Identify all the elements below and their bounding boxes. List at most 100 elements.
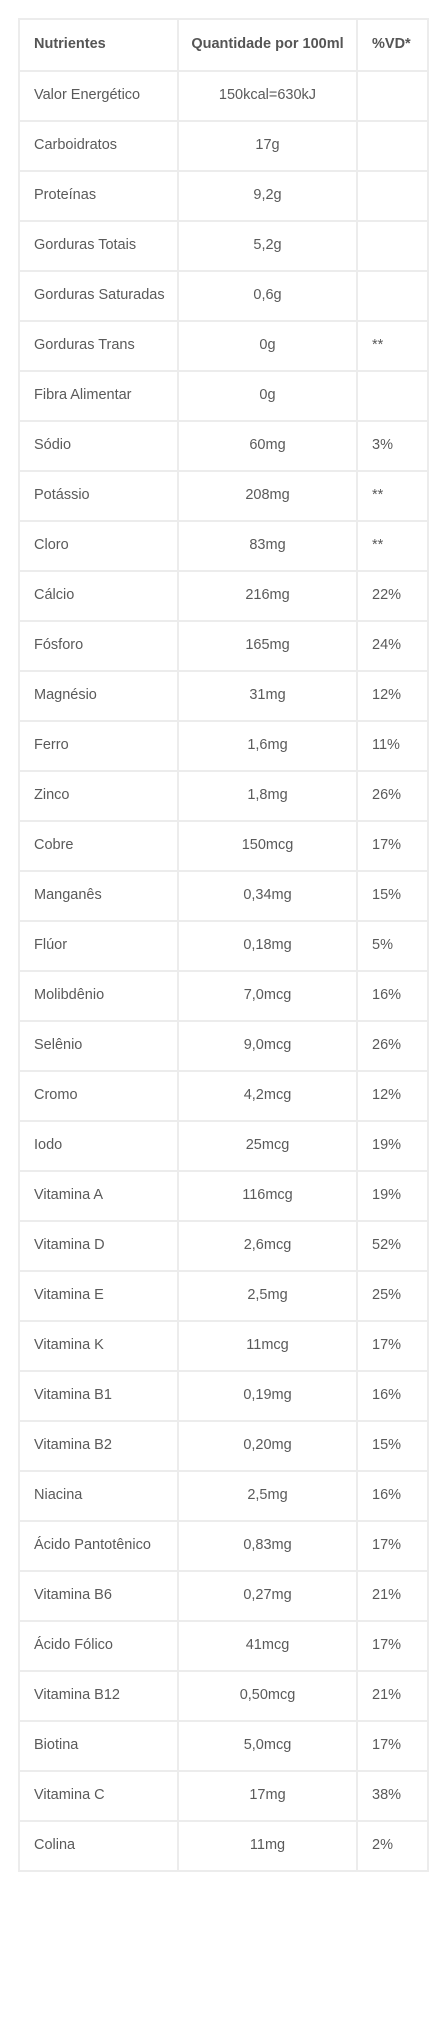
nutrient-dv-cell xyxy=(356,120,429,172)
table-row: Potássio 208mg ** xyxy=(18,470,429,522)
nutrient-name-cell: Potássio xyxy=(18,470,179,522)
nutrient-dv-cell: 5% xyxy=(356,920,429,972)
nutrient-name-cell: Sódio xyxy=(18,420,179,472)
nutrient-dv-cell: 11% xyxy=(356,720,429,772)
table-body: Valor Energético 150kcal=630kJ Carboidrato… xyxy=(18,70,429,1872)
table-row: Ácido Pantotênico 0,83mg 17% xyxy=(18,1520,429,1572)
nutrient-dv-cell: 3% xyxy=(356,420,429,472)
nutrient-name-cell: Colina xyxy=(18,1820,179,1872)
nutrient-amount-cell: 7,0mcg xyxy=(177,970,358,1022)
table-row: Vitamina B1 0,19mg 16% xyxy=(18,1370,429,1422)
nutrient-dv-cell: 19% xyxy=(356,1120,429,1172)
nutrient-dv-cell: 17% xyxy=(356,1620,429,1672)
nutrient-name-cell: Cálcio xyxy=(18,570,179,622)
nutrient-amount-cell: 2,5mg xyxy=(177,1470,358,1522)
nutrient-amount-cell: 11mg xyxy=(177,1820,358,1872)
nutrient-name-cell: Zinco xyxy=(18,770,179,822)
nutrient-name-cell: Fibra Alimentar xyxy=(18,370,179,422)
nutrient-amount-cell: 5,0mcg xyxy=(177,1720,358,1772)
table-row: Magnésio 31mg 12% xyxy=(18,670,429,722)
table-row: Gorduras Totais 5,2g xyxy=(18,220,429,272)
nutrient-name-cell: Cobre xyxy=(18,820,179,872)
nutrient-amount-cell: 150kcal=630kJ xyxy=(177,70,358,122)
nutrient-name-cell: Vitamina E xyxy=(18,1270,179,1322)
nutrient-amount-cell: 216mg xyxy=(177,570,358,622)
nutrient-amount-cell: 4,2mcg xyxy=(177,1070,358,1122)
table-row: Gorduras Saturadas 0,6g xyxy=(18,270,429,322)
table-row: Vitamina K 11mcg 17% xyxy=(18,1320,429,1372)
nutrient-dv-cell: 15% xyxy=(356,1420,429,1472)
nutrient-amount-cell: 165mg xyxy=(177,620,358,672)
nutrient-amount-cell: 0,50mcg xyxy=(177,1670,358,1722)
nutrient-dv-cell: 24% xyxy=(356,620,429,672)
nutrient-name-cell: Niacina xyxy=(18,1470,179,1522)
nutrient-name-cell: Ácido Fólico xyxy=(18,1620,179,1672)
nutrient-name-cell: Fósforo xyxy=(18,620,179,672)
table-row: Vitamina C 17mg 38% xyxy=(18,1770,429,1822)
nutrient-amount-cell: 9,2g xyxy=(177,170,358,222)
nutrient-dv-cell: 16% xyxy=(356,970,429,1022)
nutrient-dv-cell xyxy=(356,170,429,222)
nutrient-name-cell: Molibdênio xyxy=(18,970,179,1022)
table-row: Cloro 83mg ** xyxy=(18,520,429,572)
table-row: Cromo 4,2mcg 12% xyxy=(18,1070,429,1122)
nutrient-amount-cell: 41mcg xyxy=(177,1620,358,1672)
nutrient-amount-cell: 0,83mg xyxy=(177,1520,358,1572)
nutrient-dv-cell: 16% xyxy=(356,1370,429,1422)
nutrient-name-cell: Vitamina K xyxy=(18,1320,179,1372)
header-quantidade: Quantidade por 100ml xyxy=(177,18,358,72)
nutrient-name-cell: Valor Energético xyxy=(18,70,179,122)
table-row: Vitamina B12 0,50mcg 21% xyxy=(18,1670,429,1722)
table-row: Vitamina E 2,5mg 25% xyxy=(18,1270,429,1322)
nutrient-amount-cell: 0,19mg xyxy=(177,1370,358,1422)
table-row: Cálcio 216mg 22% xyxy=(18,570,429,622)
nutrient-name-cell: Gorduras Totais xyxy=(18,220,179,272)
nutrient-dv-cell: 21% xyxy=(356,1570,429,1622)
nutrient-name-cell: Vitamina B12 xyxy=(18,1670,179,1722)
nutrient-dv-cell: 2% xyxy=(356,1820,429,1872)
table-header: Nutrientes Quantidade por 100ml %VD* xyxy=(18,18,429,72)
nutrient-dv-cell: 21% xyxy=(356,1670,429,1722)
nutrient-dv-cell: 17% xyxy=(356,820,429,872)
table-row: Zinco 1,8mg 26% xyxy=(18,770,429,822)
table-row: Iodo 25mcg 19% xyxy=(18,1120,429,1172)
nutrient-dv-cell xyxy=(356,270,429,322)
nutrient-name-cell: Gorduras Saturadas xyxy=(18,270,179,322)
nutrient-amount-cell: 5,2g xyxy=(177,220,358,272)
nutrient-amount-cell: 0g xyxy=(177,320,358,372)
nutrient-dv-cell: 19% xyxy=(356,1170,429,1222)
nutrient-name-cell: Ácido Pantotênico xyxy=(18,1520,179,1572)
table-row: Vitamina A 116mcg 19% xyxy=(18,1170,429,1222)
nutrient-amount-cell: 2,5mg xyxy=(177,1270,358,1322)
nutrient-amount-cell: 0,27mg xyxy=(177,1570,358,1622)
table-row: Biotina 5,0mcg 17% xyxy=(18,1720,429,1772)
nutrient-amount-cell: 9,0mcg xyxy=(177,1020,358,1072)
nutrient-name-cell: Cloro xyxy=(18,520,179,572)
nutrient-amount-cell: 17mg xyxy=(177,1770,358,1822)
nutrient-dv-cell: 17% xyxy=(356,1520,429,1572)
nutrition-table-container: Nutrientes Quantidade por 100ml %VD* Val… xyxy=(18,18,429,1872)
nutrient-dv-cell: 16% xyxy=(356,1470,429,1522)
table-row: Cobre 150mcg 17% xyxy=(18,820,429,872)
nutrient-dv-cell xyxy=(356,220,429,272)
nutrient-name-cell: Vitamina B2 xyxy=(18,1420,179,1472)
table-row: Carboidratos 17g xyxy=(18,120,429,172)
header-row: Nutrientes Quantidade por 100ml %VD* xyxy=(18,18,429,72)
table-row: Fibra Alimentar 0g xyxy=(18,370,429,422)
nutrient-name-cell: Proteínas xyxy=(18,170,179,222)
nutrient-name-cell: Gorduras Trans xyxy=(18,320,179,372)
nutrient-name-cell: Vitamina C xyxy=(18,1770,179,1822)
table-row: Valor Energético 150kcal=630kJ xyxy=(18,70,429,122)
nutrient-name-cell: Selênio xyxy=(18,1020,179,1072)
table-row: Niacina 2,5mg 16% xyxy=(18,1470,429,1522)
nutrient-amount-cell: 1,8mg xyxy=(177,770,358,822)
nutrient-dv-cell: 17% xyxy=(356,1720,429,1772)
table-row: Manganês 0,34mg 15% xyxy=(18,870,429,922)
nutrient-dv-cell: 38% xyxy=(356,1770,429,1822)
nutrient-amount-cell: 17g xyxy=(177,120,358,172)
header-vd: %VD* xyxy=(356,18,429,72)
nutrient-amount-cell: 1,6mg xyxy=(177,720,358,772)
nutrient-amount-cell: 60mg xyxy=(177,420,358,472)
table-row: Vitamina B6 0,27mg 21% xyxy=(18,1570,429,1622)
nutrient-name-cell: Flúor xyxy=(18,920,179,972)
